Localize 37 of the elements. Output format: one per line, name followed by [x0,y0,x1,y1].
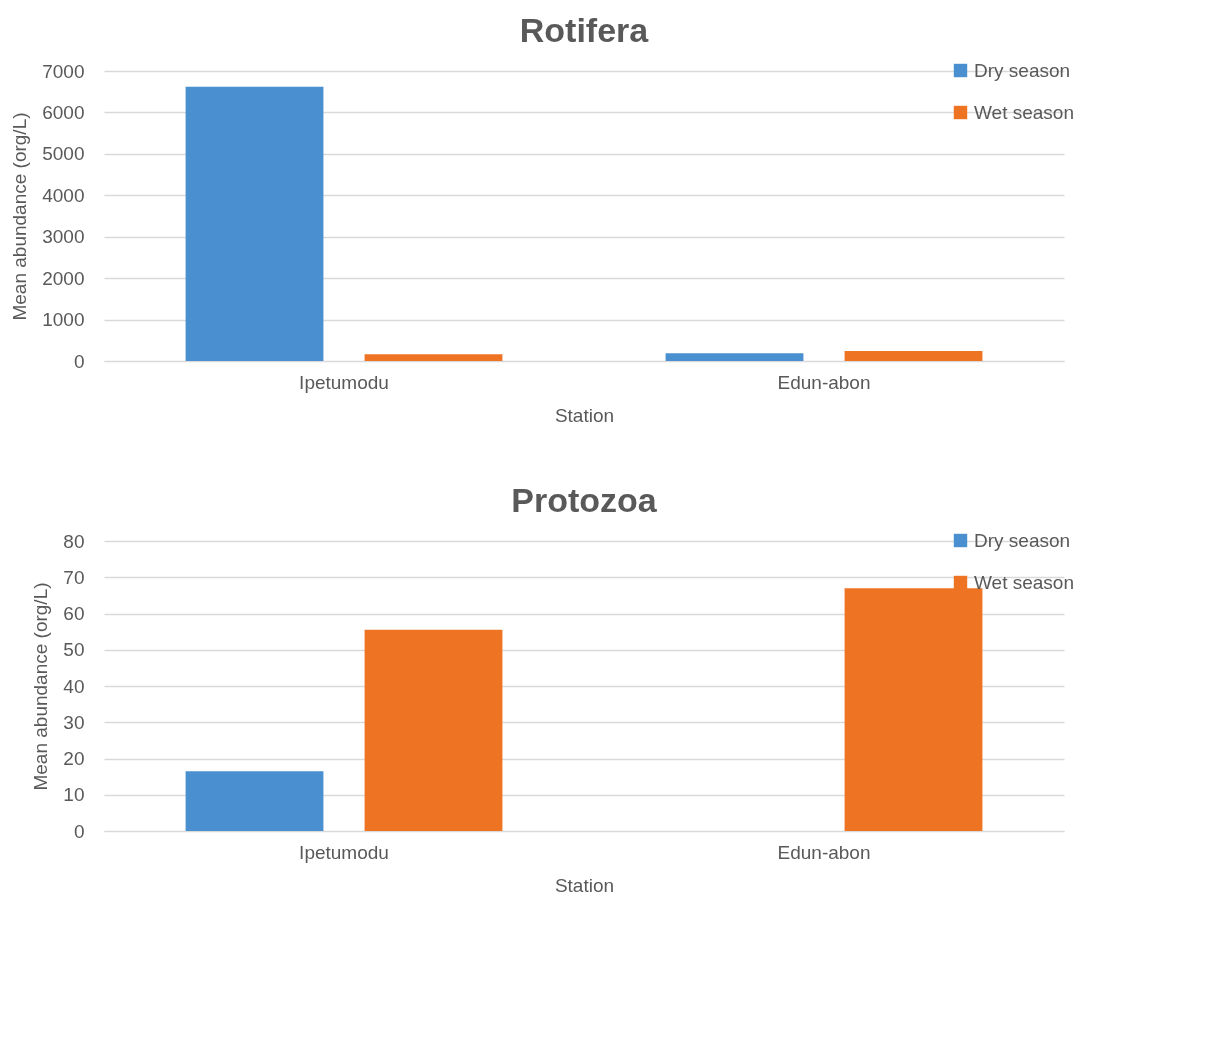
x-axis-title: Station [554,404,615,426]
x-tick-label: Edun-abon [777,371,871,393]
y-tick-label: 80 [63,530,85,552]
y-tick-label: 30 [63,711,85,733]
y-tick-label: 3000 [42,226,85,248]
y-tick-label: 6000 [42,101,85,123]
bar [364,629,503,831]
y-tick-label: 40 [63,675,85,697]
x-axis-title: Station [554,874,615,896]
bar [185,86,324,361]
y-tick-label: 20 [63,748,85,769]
chart-title: Rotifera [519,11,650,49]
y-tick-label: 0 [73,350,85,372]
legend-label: Wet season [974,101,1074,123]
y-tick-label: 0 [73,820,85,842]
y-tick-label: 70 [63,566,85,588]
y-tick-label: 1000 [42,309,85,331]
y-tick-label: 60 [63,603,85,624]
legend-label: Dry season [974,529,1071,551]
y-tick-label: 5000 [42,143,85,165]
y-tick-label: 2000 [42,267,85,289]
chart-title: Protozoa [511,481,658,519]
bar [665,353,804,361]
y-tick-label: 50 [63,639,85,661]
legend-label: Dry season [974,59,1071,81]
bar [364,354,503,361]
legend-label: Wet season [974,571,1074,593]
x-tick-label: Ipetumodu [299,841,389,863]
y-axis-title: Mean abundance (org/L) [9,112,31,321]
bar [844,351,983,361]
x-tick-label: Edun-abon [777,841,871,863]
y-tick-label: 7000 [42,60,85,82]
bar [185,771,324,831]
y-tick-label: 10 [63,784,85,806]
y-axis-title: Mean abundance (org/L) [30,582,52,791]
y-tick-label: 4000 [42,184,85,206]
x-tick-label: Ipetumodu [299,371,389,393]
